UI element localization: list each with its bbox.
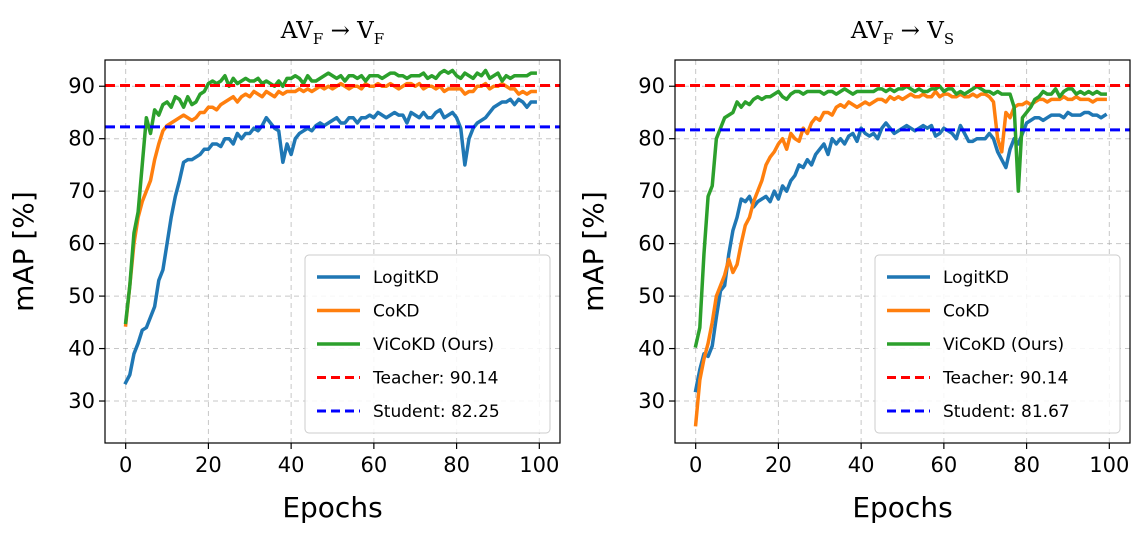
panel-2: 0 20 40 60 80 100 30 40 50 60 70 80 90 Epochs mAP [%] A… [577,18,1131,524]
legend-label: LogitKD [373,268,439,288]
legend-item: CoKD [317,302,420,322]
legend-item: LogitKD [887,268,1009,288]
series-line-vicokd-ours [693,84,1107,349]
series-line-cokd [693,89,1107,427]
legend-label: CoKD [373,302,420,322]
legend-item: Student: 81.67 [887,402,1070,422]
axes-frame [674,59,1131,444]
legend-label: ViCoKD (Ours) [373,335,494,355]
y-tick-label: 90 [68,74,95,98]
legend-label: LogitKD [943,268,1009,288]
y-tick-label: 30 [638,389,665,413]
series-line-cokd [123,81,537,327]
plot-area [105,68,560,386]
x-axis-label: Epochs [282,491,382,524]
x-tick-label: 60 [930,453,957,477]
x-tick-label: 20 [195,453,222,477]
x-tick-label: 60 [360,453,387,477]
x-tick-label: 40 [278,453,305,477]
y-tick-label: 80 [68,127,95,151]
chart-title: AVF → VS [850,18,954,48]
legend-box [304,254,551,434]
legend-label: Student: 81.67 [943,402,1070,422]
legend-item: Teacher: 90.14 [887,369,1068,389]
y-tick-label: 60 [68,232,95,256]
y-tick-label: 90 [638,74,665,98]
legend-item: ViCoKD (Ours) [887,335,1064,355]
legend-label: ViCoKD (Ours) [943,335,1064,355]
legend-label: Teacher: 90.14 [942,369,1068,389]
legend-item: CoKD [887,302,990,322]
panel-1: 0 20 40 60 80 100 30 40 50 60 70 80 90 Epochs mAP [%] A… [7,18,561,524]
legend-label: Student: 82.25 [373,402,500,422]
y-tick-label: 50 [68,284,95,308]
x-tick-label: 80 [443,453,470,477]
x-tick-label: 80 [1013,453,1040,477]
y-tick-label: 80 [638,127,665,151]
legend-label: Teacher: 90.14 [372,369,498,389]
x-tick-label: 0 [119,453,132,477]
y-tick-label: 70 [638,179,665,203]
x-axis-label: Epochs [852,491,952,524]
legend-item: ViCoKD (Ours) [317,335,494,355]
x-tick-label: 100 [519,453,559,477]
y-tick-label: 50 [638,284,665,308]
series-line-vicokd-ours [123,68,537,325]
x-tick-label: 40 [848,453,875,477]
y-axis-label: mAP [%] [7,191,40,312]
y-tick-label: 70 [68,179,95,203]
legend-item: Teacher: 90.14 [317,369,498,389]
axes-frame [104,59,561,444]
legend: LogitKD CoKD ViCoKD (Ours) Teacher: 90.14 St… [304,254,551,434]
legend: LogitKD CoKD ViCoKD (Ours) Teacher: 90.14 St… [874,254,1121,434]
y-tick-label: 30 [68,389,95,413]
legend-box [874,254,1121,434]
plot-area [675,83,1130,427]
legend-item: Student: 82.25 [317,402,500,422]
y-tick-label: 40 [68,337,95,361]
x-tick-label: 100 [1089,453,1129,477]
legend-label: CoKD [943,302,990,322]
chart-title: AVF → VF [280,18,384,48]
y-axis-label: mAP [%] [577,191,610,312]
y-tick-label: 60 [638,232,665,256]
x-tick-label: 0 [689,453,702,477]
legend-item: LogitKD [317,268,439,288]
x-tick-label: 20 [765,453,792,477]
series-line-logitkd [123,97,537,386]
y-tick-label: 40 [638,337,665,361]
